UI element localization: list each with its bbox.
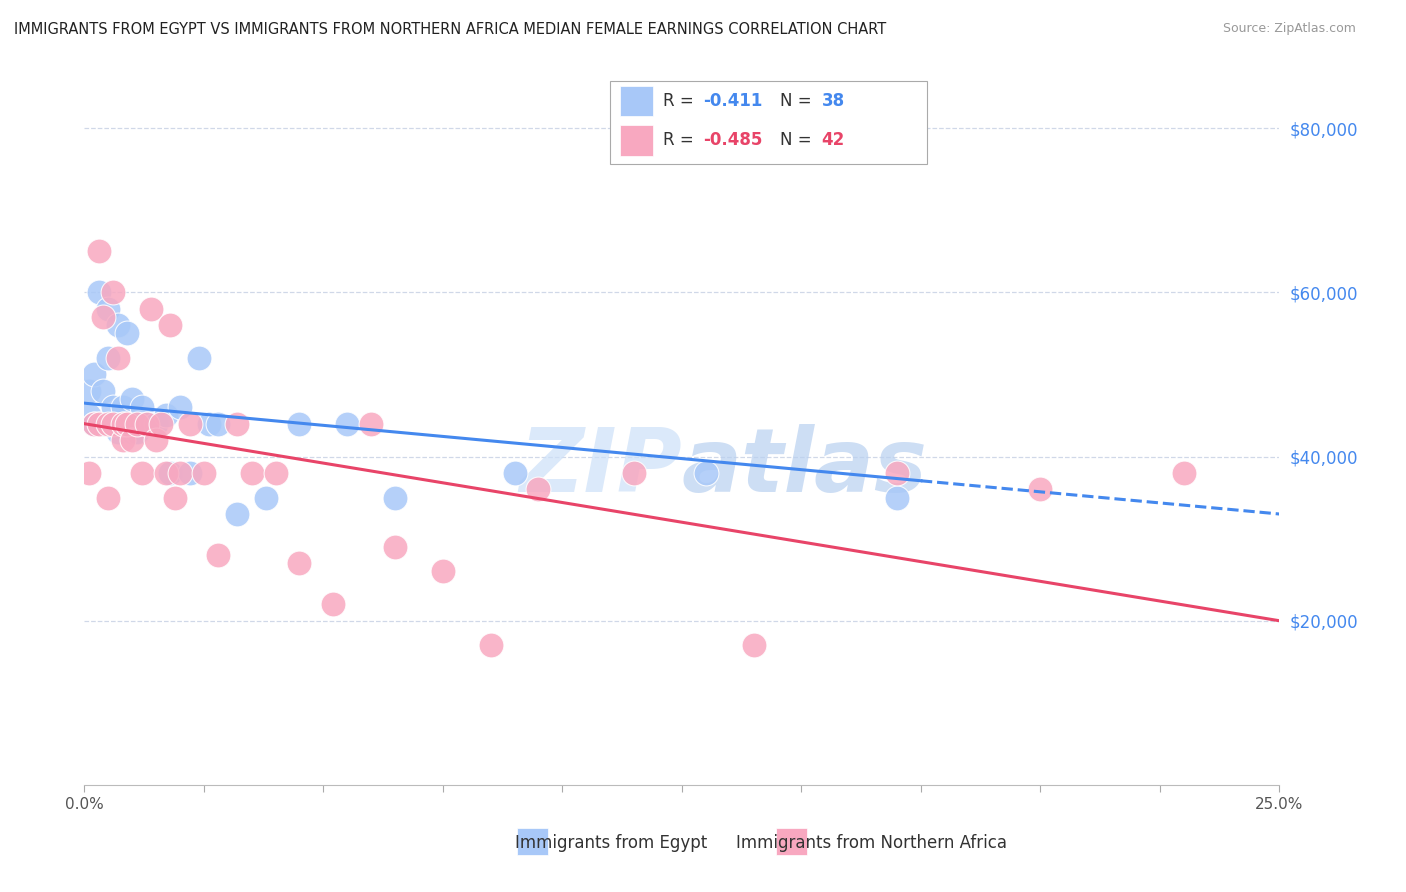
Point (97, 417, 120, 431)
Point (322, 598, 344, 612)
Point (207, 548, 229, 562)
Point (83, 417, 105, 431)
Point (207, 417, 229, 431)
Bar (620, 125, 654, 155)
Point (179, 417, 201, 431)
Point (101, 417, 124, 431)
Bar (517, 828, 548, 855)
Point (83, 368, 105, 382)
Point (107, 318, 129, 333)
Point (93, 417, 115, 431)
Point (145, 433, 167, 447)
Point (886, 466, 908, 480)
Point (131, 401, 153, 415)
Text: Immigrants from Egypt: Immigrants from Egypt (516, 834, 707, 852)
Point (695, 466, 717, 480)
Point (288, 417, 311, 431)
Point (155, 466, 177, 480)
Point (125, 417, 148, 431)
Point (384, 491, 406, 505)
Text: N =: N = (780, 92, 817, 110)
Text: ZIP: ZIP (519, 424, 682, 510)
Point (101, 285, 124, 300)
Point (360, 417, 382, 431)
Point (169, 466, 191, 480)
Point (288, 556, 311, 570)
Point (111, 417, 134, 431)
Point (93, 384, 115, 398)
Text: atlas: atlas (682, 424, 928, 510)
Point (77, 466, 100, 480)
Point (159, 466, 181, 480)
Point (179, 466, 201, 480)
Point (111, 433, 134, 447)
Point (155, 409, 177, 423)
Point (169, 401, 191, 415)
Text: R =: R = (662, 131, 699, 150)
Point (197, 417, 219, 431)
Point (503, 466, 526, 480)
Point (131, 466, 153, 480)
Bar (776, 828, 807, 855)
Point (111, 417, 134, 431)
Point (87, 244, 110, 259)
Point (384, 540, 406, 554)
Point (135, 417, 157, 431)
Point (742, 639, 765, 653)
Point (141, 301, 163, 316)
Point (121, 425, 143, 439)
Point (623, 466, 645, 480)
Point (87, 417, 110, 431)
Point (101, 417, 124, 431)
Text: IMMIGRANTS FROM EGYPT VS IMMIGRANTS FROM NORTHERN AFRICA MEDIAN FEMALE EARNINGS : IMMIGRANTS FROM EGYPT VS IMMIGRANTS FROM… (14, 22, 886, 37)
Text: 42: 42 (821, 131, 845, 150)
Point (77, 409, 100, 423)
Point (83, 417, 105, 431)
Point (226, 507, 249, 521)
Point (107, 425, 129, 439)
Point (97, 491, 120, 505)
Point (1029, 483, 1052, 497)
Text: -0.485: -0.485 (703, 131, 763, 150)
Point (117, 326, 139, 341)
FancyBboxPatch shape (610, 80, 927, 163)
Text: 38: 38 (821, 92, 845, 110)
Bar (620, 86, 654, 116)
Text: R =: R = (662, 92, 699, 110)
Point (226, 417, 249, 431)
Point (1173, 466, 1195, 480)
Point (111, 401, 134, 415)
Point (125, 425, 148, 439)
Point (97, 301, 120, 316)
Point (87, 417, 110, 431)
Point (121, 392, 143, 406)
Point (117, 417, 139, 431)
Point (93, 310, 115, 324)
Point (254, 491, 277, 505)
Point (264, 466, 287, 480)
Point (97, 351, 120, 365)
Point (432, 565, 454, 579)
Point (101, 401, 124, 415)
Text: Immigrants from Northern Africa: Immigrants from Northern Africa (737, 834, 1007, 852)
Text: Source: ZipAtlas.com: Source: ZipAtlas.com (1223, 22, 1357, 36)
Point (336, 417, 359, 431)
Point (479, 639, 502, 653)
Point (159, 318, 181, 333)
Point (188, 351, 211, 365)
Point (149, 417, 172, 431)
Text: -0.411: -0.411 (703, 92, 763, 110)
Point (135, 417, 157, 431)
Text: N =: N = (780, 131, 817, 150)
Point (145, 417, 167, 431)
Point (77, 384, 100, 398)
Point (886, 491, 908, 505)
Point (165, 491, 187, 505)
Point (121, 433, 143, 447)
Point (527, 483, 550, 497)
Point (240, 466, 263, 480)
Point (193, 466, 215, 480)
Point (107, 351, 129, 365)
Point (87, 285, 110, 300)
